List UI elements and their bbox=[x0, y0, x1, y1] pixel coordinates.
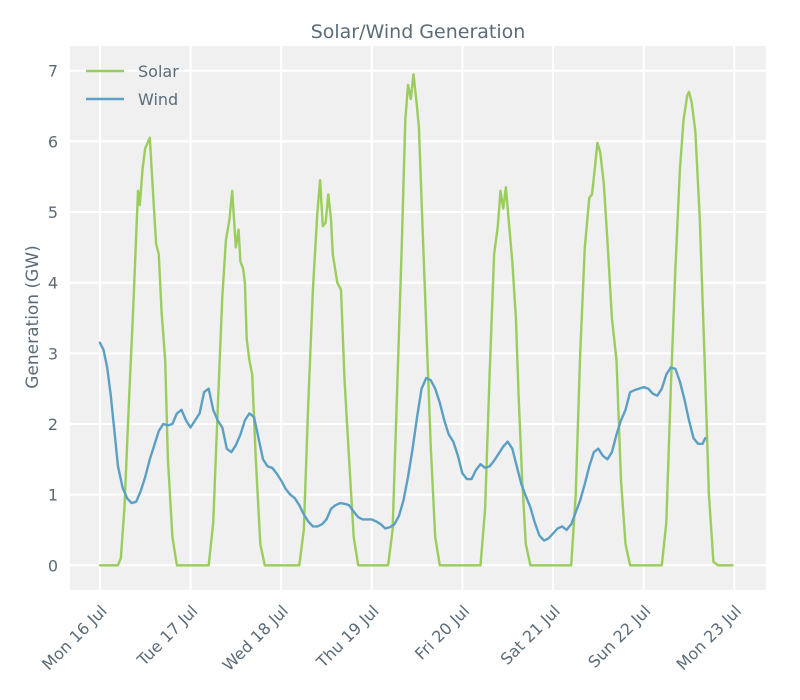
y-tick-label: 5 bbox=[48, 203, 58, 222]
x-axis-ticks: Mon 16 Jul Tue 17 Jul Wed 18 Jul Thu 19 Jul… bbox=[38, 601, 745, 674]
plot-area bbox=[70, 46, 766, 590]
grid bbox=[70, 46, 766, 590]
x-tick-label: Sat 21 Jul bbox=[497, 601, 564, 668]
series-layer bbox=[98, 73, 734, 567]
legend-label-solar: Solar bbox=[138, 62, 179, 81]
y-tick-label: 0 bbox=[48, 556, 58, 575]
x-tick-label: Mon 23 Jul bbox=[673, 601, 746, 674]
y-tick-label: 4 bbox=[48, 274, 58, 293]
y-axis-ticks: 0 1 2 3 4 5 6 7 bbox=[48, 62, 58, 576]
x-tick-label: Tue 17 Jul bbox=[133, 601, 202, 670]
chart-title: Solar/Wind Generation bbox=[311, 21, 526, 43]
x-tick-label: Thu 19 Jul bbox=[312, 601, 383, 672]
series-line-wind bbox=[98, 341, 707, 542]
y-tick-label: 2 bbox=[48, 415, 58, 434]
x-tick-label: Fri 20 Jul bbox=[411, 601, 473, 663]
x-tick-label: Sun 22 Jul bbox=[584, 601, 654, 671]
series-line-solar bbox=[98, 73, 734, 567]
y-tick-label: 6 bbox=[48, 132, 58, 151]
y-tick-label: 3 bbox=[48, 344, 58, 363]
y-tick-label: 7 bbox=[48, 62, 58, 81]
x-tick-label: Mon 16 Jul bbox=[38, 601, 111, 674]
legend-label-wind: Wind bbox=[138, 90, 178, 109]
legend: Solar Wind bbox=[86, 62, 179, 109]
y-tick-label: 1 bbox=[48, 486, 58, 505]
y-axis-label: Generation (GW) bbox=[23, 245, 43, 389]
x-tick-label: Wed 18 Jul bbox=[219, 601, 292, 674]
